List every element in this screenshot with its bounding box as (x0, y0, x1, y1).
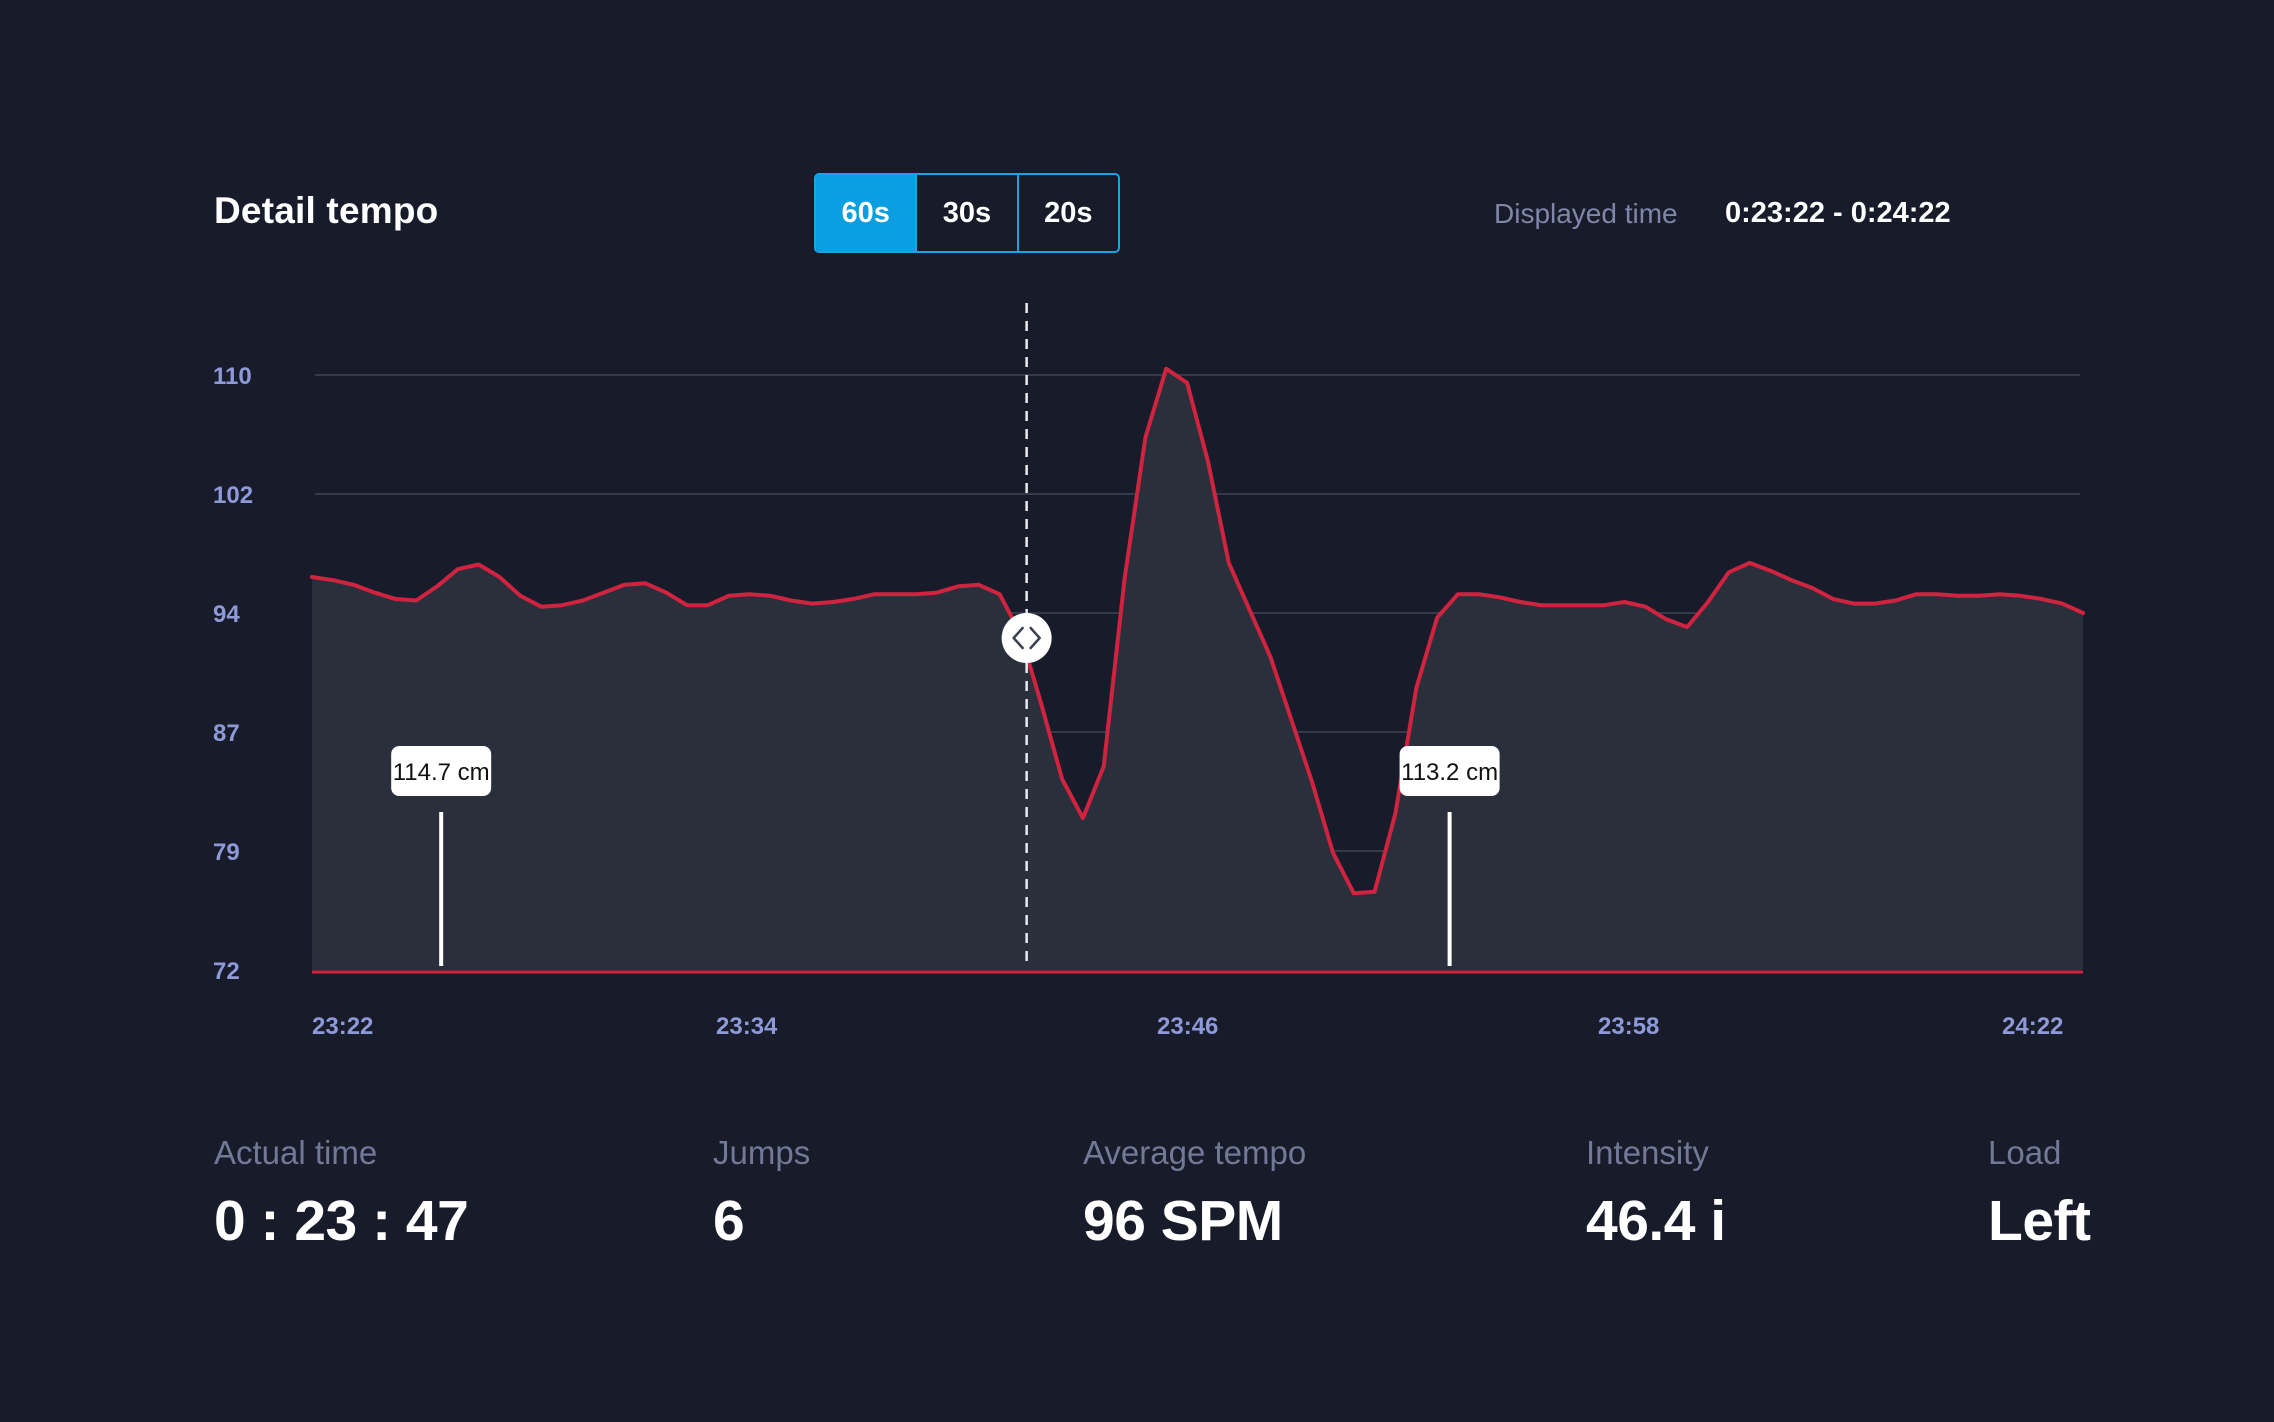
time-range-toggle: 60s 30s 20s (814, 173, 1120, 253)
average-tempo-value: 96 SPM (1083, 1189, 1283, 1253)
page-title: Detail tempo (214, 190, 439, 231)
tempo-series-line (310, 366, 2085, 896)
x-tick-label: 23:58 (1598, 1013, 1659, 1040)
y-tick-label: 87 (213, 720, 240, 747)
drag-handle-icon[interactable] (1001, 613, 1052, 663)
intensity-label: Intensity (1586, 1134, 1709, 1171)
load-value: Left (1988, 1189, 2091, 1253)
jump-annotation: 113.2 cm (1399, 746, 1500, 966)
actual-time-value: 0 : 23 : 47 (214, 1189, 469, 1253)
jump-callout-box (1399, 746, 1500, 796)
range-60s-button[interactable]: 60s (816, 175, 916, 251)
range-30s-button[interactable]: 30s (915, 175, 1016, 251)
jump-annotation: 114.7 cm (391, 746, 492, 966)
arrows-horizontal-icon (1012, 626, 1041, 650)
y-tick-label: 72 (213, 958, 240, 985)
x-axis: 23:22 23:34 23:46 23:58 24:22 (312, 1013, 2063, 1040)
jump-callout-label: 113.2 cm (1401, 759, 1498, 786)
x-tick-label: 23:22 (312, 1013, 373, 1040)
actual-time-label: Actual time (214, 1134, 378, 1171)
displayed-time-label: Displayed time (1494, 198, 1678, 229)
average-tempo-label: Average tempo (1083, 1134, 1307, 1171)
intensity-value: 46.4 i (1586, 1189, 1726, 1253)
x-tick-label: 24:22 (2002, 1013, 2063, 1040)
jump-annotations: 114.7 cm 113.2 cm (391, 746, 1500, 966)
jump-callout-box (391, 746, 492, 796)
y-tick-label: 79 (213, 839, 240, 866)
tempo-area-fill (312, 368, 2083, 970)
cursor-drag-handle[interactable] (1001, 613, 1052, 663)
y-axis: 110 102 94 87 79 72 (213, 363, 253, 985)
jumps-value: 6 (713, 1189, 745, 1253)
x-tick-label: 23:34 (716, 1013, 778, 1040)
jump-callout-label: 114.7 cm (393, 759, 490, 786)
time-cursor[interactable] (1001, 303, 1052, 962)
jumps-label: Jumps (713, 1134, 811, 1171)
y-tick-label: 94 (213, 601, 240, 628)
y-tick-label: 110 (213, 363, 252, 390)
y-tick-label: 102 (213, 482, 253, 509)
range-20s-button[interactable]: 20s (1016, 175, 1118, 251)
tempo-chart: 110 102 94 87 79 72 23:22 23:34 23:46 23:58 24:22… (213, 303, 2085, 1040)
load-label: Load (1988, 1134, 2062, 1171)
displayed-time-value: 0:23:22 - 0:24:22 (1725, 197, 1951, 229)
x-tick-label: 23:46 (1157, 1013, 1218, 1040)
